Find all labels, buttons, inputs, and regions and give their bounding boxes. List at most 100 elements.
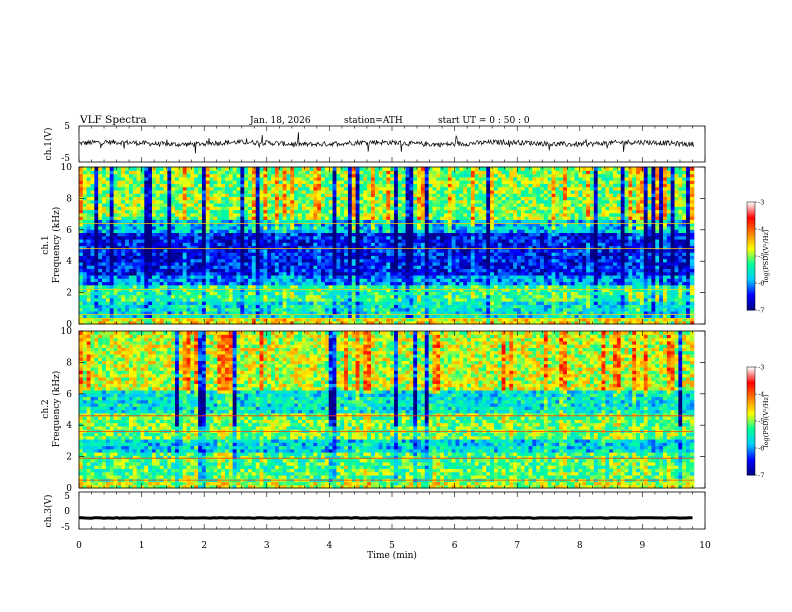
spectrogram-cell <box>474 232 480 237</box>
spectrogram-cell <box>113 245 119 250</box>
spectrogram-cell <box>394 212 399 217</box>
spectrogram-cell <box>455 281 460 286</box>
spectrogram-cell <box>236 199 241 204</box>
spectrogram-cell <box>240 274 245 279</box>
spectrogram-cell <box>155 291 161 296</box>
spectrogram-cell <box>451 320 457 325</box>
spectrogram-cell <box>217 310 222 315</box>
spectrogram-cell <box>98 189 103 194</box>
spectrogram-cell <box>236 232 241 237</box>
spectrogram-cell <box>144 314 149 319</box>
spectrogram-cell <box>324 281 330 286</box>
spectrogram-cell <box>79 307 84 312</box>
spectrogram-cell <box>459 284 464 289</box>
spectrogram-cell <box>90 255 95 260</box>
spectrogram-cell <box>374 268 380 273</box>
spectrogram-cell <box>171 294 176 299</box>
spectrogram-cell <box>109 170 115 175</box>
spectrogram-cell <box>225 304 230 309</box>
spectrogram-cell <box>436 225 441 230</box>
spectrogram-cell <box>371 248 376 253</box>
spectrogram-cell <box>90 304 95 309</box>
spectrogram-cell <box>374 301 380 305</box>
ch1-waveform-panel: 5 -5 ch.1(V) <box>43 122 706 164</box>
spectrogram-cell <box>428 281 434 286</box>
spectrogram-cell <box>167 193 172 198</box>
spectrogram-cell <box>378 216 384 220</box>
spectrogram-cell <box>221 216 226 220</box>
spectrogram-cell <box>175 297 180 302</box>
spectrogram-cell <box>451 291 457 296</box>
spectrogram-cell <box>451 183 457 188</box>
spectrogram-cell <box>148 206 153 211</box>
spectrogram-cell <box>420 229 426 234</box>
spectrogram-cell <box>263 186 268 191</box>
spectrogram-cell <box>263 235 268 240</box>
spectrogram-cell <box>171 310 176 315</box>
spectrogram-cell <box>332 183 338 188</box>
spectrogram-cell <box>128 301 134 305</box>
spectrogram-cell <box>267 248 272 253</box>
spectrogram-cell <box>455 206 460 211</box>
spectrogram-cell <box>317 307 322 312</box>
spectrogram-cell <box>294 284 299 289</box>
spectrogram-cell <box>309 294 314 299</box>
spectrogram-cell <box>155 297 161 302</box>
spectrogram-cell <box>178 255 184 260</box>
spectrogram-cell <box>321 193 326 198</box>
spectrogram-cell <box>424 196 430 201</box>
spectrogram-cell <box>394 252 399 256</box>
spectrogram-cell <box>309 225 314 230</box>
spectrogram-cell <box>228 320 234 325</box>
spectrogram-cell <box>474 245 480 250</box>
spectrogram-cell <box>94 255 99 260</box>
spectrogram-cell <box>209 242 215 247</box>
spectrogram-cell <box>79 261 84 266</box>
spectrogram-cell <box>286 173 291 178</box>
spectrogram-cell <box>355 196 361 201</box>
spectrogram-cell <box>470 261 476 266</box>
spectrogram-cell <box>286 242 291 247</box>
spectrogram-cell <box>298 301 303 305</box>
spectrogram-cell <box>413 278 418 283</box>
spectrogram-cell <box>321 232 326 237</box>
spectrogram-cell <box>417 238 422 243</box>
spectrogram-cell <box>267 255 272 260</box>
spectrogram-cell <box>428 229 434 234</box>
spectrogram-cell <box>274 310 280 315</box>
spectrogram-cell <box>136 209 142 214</box>
spectrogram-cell <box>271 183 276 188</box>
spectrogram-cell <box>328 193 334 198</box>
spectrogram-cell <box>144 242 149 247</box>
spectrogram-cell <box>367 206 372 211</box>
spectrogram-cell <box>470 193 476 198</box>
spectrogram-cell <box>82 196 88 201</box>
spectrogram-cell <box>225 209 230 214</box>
spectrogram-cell <box>367 288 372 292</box>
spectrogram-cell <box>474 199 480 204</box>
spectrogram-cell <box>90 180 95 184</box>
spectrogram-cell <box>344 173 349 178</box>
spectrogram-cell <box>378 274 384 279</box>
spectrogram-cell <box>244 238 249 243</box>
spectrogram-cell <box>409 173 414 178</box>
spectrogram-cell <box>82 271 88 276</box>
spectrogram-cell <box>117 255 122 260</box>
spectrogram-cell <box>455 225 460 230</box>
spectrogram-cell <box>136 229 142 234</box>
spectrogram-cell <box>324 284 330 289</box>
spectrogram-cell <box>371 176 376 181</box>
spectrogram-cell <box>198 225 203 230</box>
spectrogram-cell <box>382 199 387 204</box>
spectrogram-cell <box>463 219 468 224</box>
spectrogram-cell <box>102 173 107 178</box>
spectrogram-cell <box>128 255 134 260</box>
spectrogram-cell <box>274 261 280 266</box>
spectrogram-cell <box>125 209 130 214</box>
spectrogram-cell <box>125 186 130 191</box>
spectrogram-cell <box>125 248 130 253</box>
spectrogram-cell <box>190 271 195 276</box>
spectrogram-cell <box>363 183 368 188</box>
spectrogram-cell <box>313 199 318 204</box>
spectrogram-cell <box>209 170 215 175</box>
